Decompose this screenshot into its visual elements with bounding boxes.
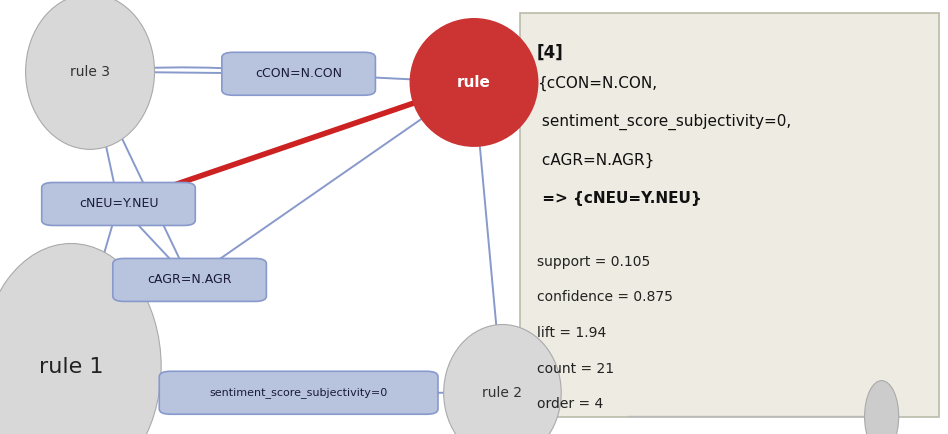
Ellipse shape [444, 325, 561, 434]
Text: confidence = 0.875: confidence = 0.875 [537, 290, 672, 304]
Text: {cCON=N.CON,: {cCON=N.CON, [537, 76, 657, 91]
Text: cAGR=N.AGR: cAGR=N.AGR [147, 273, 232, 286]
Text: [4]: [4] [537, 43, 563, 61]
Text: rule: rule [457, 75, 491, 90]
Text: cNEU=Y.NEU: cNEU=Y.NEU [79, 197, 158, 210]
Ellipse shape [865, 381, 899, 434]
FancyBboxPatch shape [222, 53, 375, 95]
Text: cAGR=N.AGR}: cAGR=N.AGR} [537, 152, 654, 168]
Text: lift = 1.94: lift = 1.94 [537, 326, 606, 340]
Text: count = 21: count = 21 [537, 362, 613, 375]
Text: support = 0.105: support = 0.105 [537, 255, 649, 269]
Text: sentiment_score_subjectivity=0,: sentiment_score_subjectivity=0, [537, 114, 791, 130]
Ellipse shape [26, 0, 155, 149]
Ellipse shape [0, 243, 161, 434]
FancyBboxPatch shape [42, 182, 195, 226]
Text: rule 3: rule 3 [70, 65, 110, 79]
Text: order = 4: order = 4 [537, 397, 603, 411]
Text: rule 1: rule 1 [39, 357, 103, 377]
Text: => {cNEU=Y.NEU}: => {cNEU=Y.NEU} [537, 191, 702, 206]
FancyBboxPatch shape [520, 13, 939, 417]
Text: cCON=N.CON: cCON=N.CON [255, 67, 342, 80]
FancyBboxPatch shape [113, 259, 266, 301]
Text: rule 2: rule 2 [483, 386, 522, 400]
FancyBboxPatch shape [159, 371, 438, 414]
Text: sentiment_score_subjectivity=0: sentiment_score_subjectivity=0 [210, 387, 388, 398]
Ellipse shape [410, 18, 538, 147]
